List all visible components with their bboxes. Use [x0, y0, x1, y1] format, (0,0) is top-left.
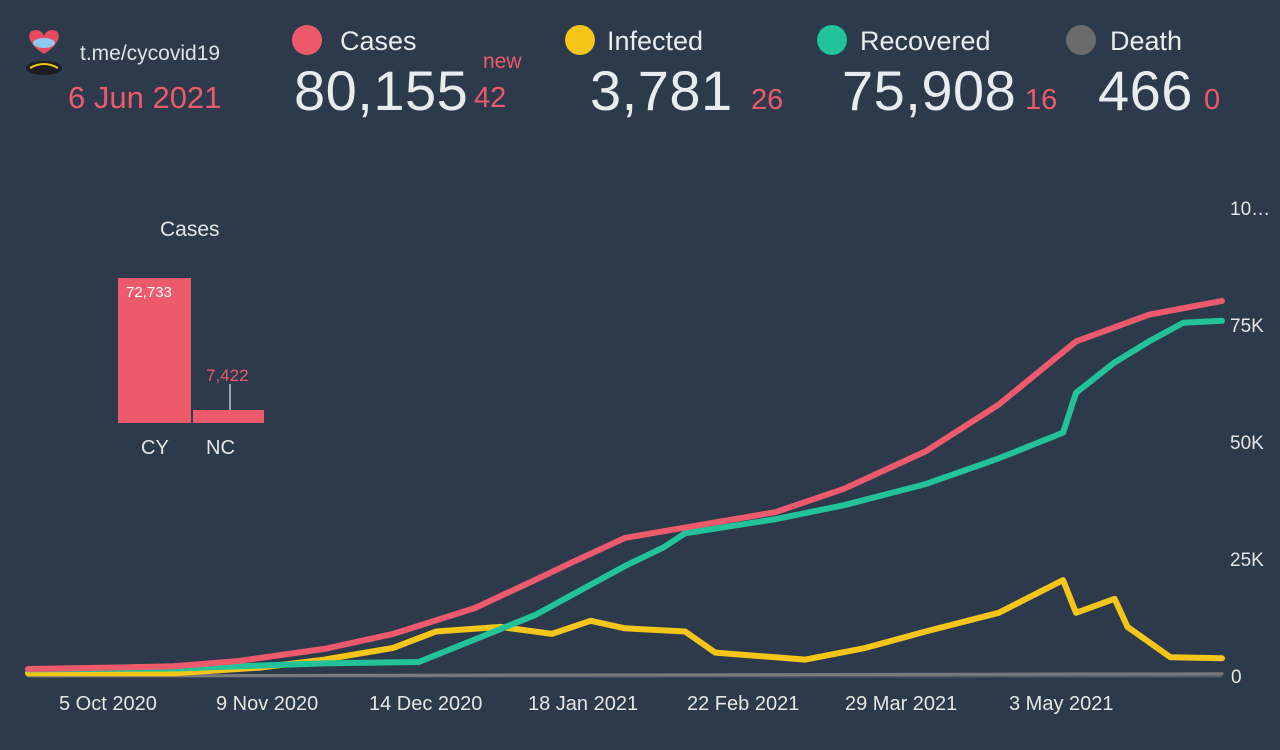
- y-tick-50k: 50K: [1230, 433, 1264, 454]
- x-tick-14-dec: 14 Dec 2020: [369, 693, 483, 715]
- recovered-label: Recovered: [860, 26, 991, 56]
- infected-delta: 26: [751, 84, 784, 116]
- y-tick-100k: 10…: [1230, 199, 1271, 220]
- x-tick-22-feb: 22 Feb 2021: [687, 693, 800, 715]
- cases-legend-dot: [292, 25, 322, 55]
- bar-nc-category: NC: [206, 437, 235, 459]
- series-line-cases: [25, 297, 1225, 672]
- bar-nc-leader-line: [229, 384, 231, 410]
- cases-label: Cases: [340, 26, 417, 56]
- x-tick-18-jan: 18 Jan 2021: [528, 693, 639, 715]
- infected-legend-dot: [565, 25, 595, 55]
- y-tick-0: 0: [1231, 667, 1242, 688]
- brand-logo: [22, 28, 66, 78]
- mini-chart-title: Cases: [160, 218, 220, 241]
- y-tick-75k: 75K: [1230, 316, 1264, 337]
- death-label: Death: [1110, 26, 1183, 56]
- report-date: 6 Jun 2021: [68, 80, 222, 115]
- bar-nc[interactable]: [193, 410, 264, 423]
- series-line-death: [26, 672, 1224, 678]
- series-line-recovered: [25, 317, 1225, 673]
- bar-cy-label: 72,733: [126, 284, 172, 301]
- death-delta: 0: [1204, 84, 1221, 116]
- bar-cy[interactable]: [118, 278, 191, 423]
- bar-nc-label: 7,422: [206, 366, 249, 385]
- death-legend-dot: [1066, 25, 1096, 55]
- cases-delta: 42: [474, 82, 507, 114]
- cases-value: 80,155: [294, 59, 469, 122]
- recovered-delta: 16: [1025, 84, 1058, 116]
- heart-flag-icon: [26, 30, 62, 75]
- x-tick-5-oct: 5 Oct 2020: [59, 693, 157, 715]
- recovered-value: 75,908: [842, 59, 1017, 122]
- source-link[interactable]: t.me/cycovid19: [80, 42, 221, 65]
- new-tag: new: [483, 50, 522, 73]
- infected-label: Infected: [607, 26, 704, 56]
- death-value: 466: [1098, 59, 1193, 122]
- series-line-infected: [25, 577, 1225, 677]
- bar-cy-category: CY: [141, 437, 169, 459]
- x-tick-29-mar: 29 Mar 2021: [845, 693, 958, 715]
- infected-value: 3,781: [590, 59, 733, 122]
- y-tick-25k: 25K: [1230, 550, 1264, 571]
- x-tick-3-may: 3 May 2021: [1009, 693, 1114, 715]
- x-tick-9-nov: 9 Nov 2020: [216, 693, 319, 715]
- recovered-legend-dot: [817, 25, 847, 55]
